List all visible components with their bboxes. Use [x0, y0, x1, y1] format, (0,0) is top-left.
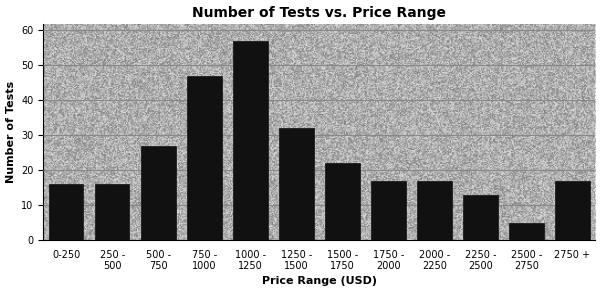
Bar: [325, 164, 359, 240]
Title: Number of Tests vs. Price Range: Number of Tests vs. Price Range: [192, 6, 447, 20]
Y-axis label: Number of Tests: Number of Tests: [5, 81, 16, 183]
Bar: [279, 128, 314, 240]
Bar: [371, 181, 406, 240]
Bar: [95, 185, 129, 240]
Bar: [141, 146, 175, 240]
Bar: [417, 181, 451, 240]
X-axis label: Price Range (USD): Price Range (USD): [262, 277, 377, 286]
Bar: [233, 41, 267, 240]
Bar: [187, 76, 222, 240]
Bar: [509, 223, 544, 240]
Bar: [555, 181, 590, 240]
Bar: [49, 185, 84, 240]
Bar: [463, 195, 498, 240]
